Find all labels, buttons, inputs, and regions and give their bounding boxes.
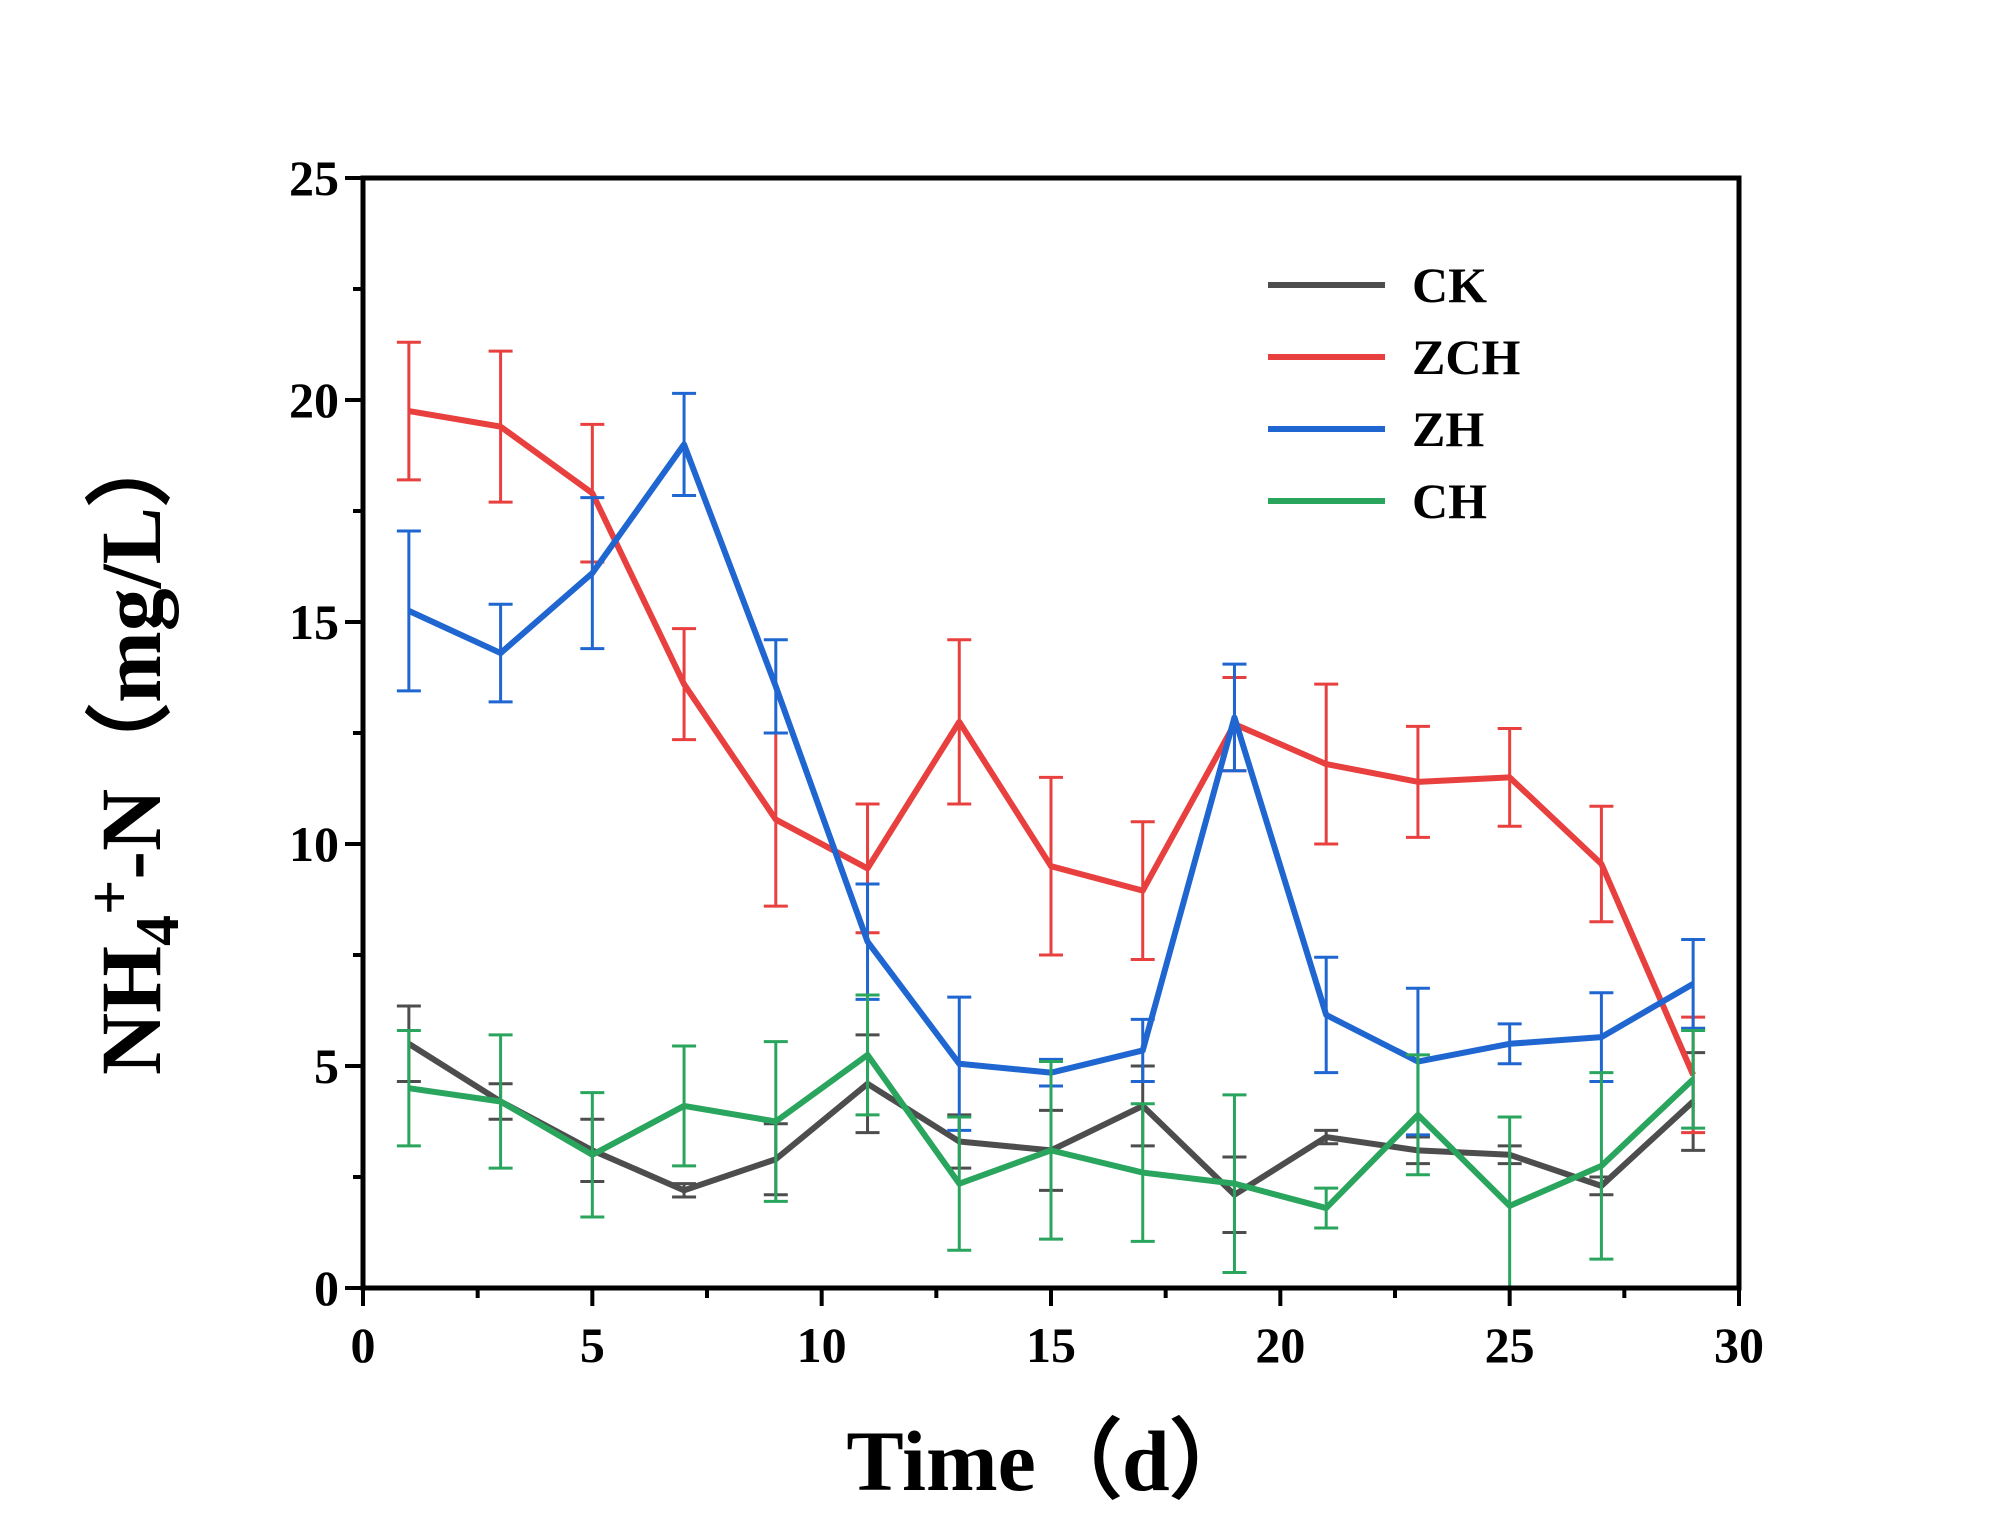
x-tick-label: 25 <box>1485 1317 1535 1373</box>
series-line-ch <box>408 1051 1696 1212</box>
y-tick-label: 20 <box>289 372 339 428</box>
x-tick-label: 30 <box>1714 1317 1764 1373</box>
legend-item-ck: CK <box>1268 257 1487 313</box>
y-axis-title-rest: -N（mg/L） <box>83 421 179 880</box>
series-line-zch <box>408 408 1696 1077</box>
plot-frame <box>360 175 1742 1291</box>
legend-item-zch: ZCH <box>1268 329 1520 385</box>
y-axis-title-subscript: 4 <box>124 915 192 946</box>
x-axis-title: Time（d） <box>846 1413 1255 1509</box>
series-ch <box>396 993 1706 1290</box>
y-tick-label: 10 <box>289 816 339 872</box>
legend-item-ch: CH <box>1268 473 1487 529</box>
y-tick-label: 5 <box>314 1038 339 1094</box>
series-layer <box>396 340 1706 1290</box>
y-axis-title-main: NH <box>83 946 179 1075</box>
x-tick-label: 10 <box>797 1317 847 1373</box>
tick-labels: 0 5 10 15 20 25 30 0 5 10 15 20 25 <box>289 150 1764 1373</box>
legend-label: CK <box>1412 257 1487 313</box>
y-tick-label: 15 <box>289 594 339 650</box>
y-tick-label: 0 <box>314 1260 339 1316</box>
y-axis-title: NH4+-N（mg/L） <box>76 421 192 1075</box>
x-tick-label: 0 <box>351 1317 376 1373</box>
y-axis-title-superscript: + <box>76 880 144 915</box>
legend-label: ZH <box>1412 401 1484 457</box>
y-tick-label: 25 <box>289 150 339 206</box>
x-tick-label: 5 <box>580 1317 605 1373</box>
legend: CK ZCH ZH CH <box>1268 257 1520 529</box>
legend-label: ZCH <box>1412 329 1520 385</box>
legend-item-zh: ZH <box>1268 401 1484 457</box>
x-tick-label: 20 <box>1255 1317 1305 1373</box>
legend-label: CH <box>1412 473 1487 529</box>
x-tick-label: 15 <box>1026 1317 1076 1373</box>
